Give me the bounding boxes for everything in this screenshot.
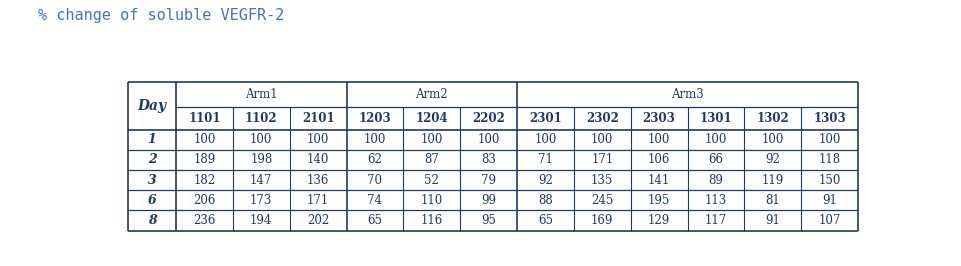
Text: % change of soluble VEGFR-2: % change of soluble VEGFR-2 (38, 8, 284, 23)
Text: 100: 100 (761, 133, 783, 146)
Text: 169: 169 (590, 214, 613, 227)
Text: Arm3: Arm3 (671, 88, 703, 101)
Text: 8: 8 (147, 214, 157, 227)
Text: 95: 95 (480, 214, 496, 227)
Text: 2202: 2202 (472, 112, 505, 125)
Text: 198: 198 (250, 153, 272, 167)
Text: 2: 2 (147, 153, 157, 167)
Text: 100: 100 (477, 133, 500, 146)
Text: 1102: 1102 (245, 112, 278, 125)
Text: 2301: 2301 (529, 112, 561, 125)
Text: 100: 100 (250, 133, 272, 146)
Text: 6: 6 (147, 194, 157, 207)
Text: 100: 100 (307, 133, 329, 146)
Text: 113: 113 (704, 194, 727, 207)
Text: 70: 70 (367, 174, 382, 187)
Text: 81: 81 (765, 194, 779, 207)
Text: 62: 62 (367, 153, 382, 167)
Text: 1: 1 (147, 133, 157, 146)
Text: 91: 91 (765, 214, 779, 227)
Text: 100: 100 (193, 133, 215, 146)
Text: 118: 118 (818, 153, 840, 167)
Text: 87: 87 (424, 153, 439, 167)
Text: 135: 135 (590, 174, 613, 187)
Text: 2101: 2101 (302, 112, 334, 125)
Text: 141: 141 (648, 174, 670, 187)
Text: 100: 100 (648, 133, 670, 146)
Text: 92: 92 (765, 153, 779, 167)
Text: 2303: 2303 (642, 112, 675, 125)
Text: 92: 92 (537, 174, 553, 187)
Text: 1301: 1301 (699, 112, 731, 125)
Text: 71: 71 (537, 153, 553, 167)
Text: 1101: 1101 (188, 112, 220, 125)
Text: Arm1: Arm1 (245, 88, 278, 101)
Text: 99: 99 (480, 194, 496, 207)
Text: 91: 91 (822, 194, 836, 207)
Text: 140: 140 (307, 153, 329, 167)
Text: 52: 52 (424, 174, 439, 187)
Text: 189: 189 (193, 153, 215, 167)
Text: 107: 107 (818, 214, 840, 227)
Text: 65: 65 (537, 214, 553, 227)
Text: 74: 74 (367, 194, 382, 207)
Text: 79: 79 (480, 174, 496, 187)
Text: 194: 194 (250, 214, 272, 227)
Text: 3: 3 (147, 174, 157, 187)
Text: 195: 195 (648, 194, 670, 207)
Text: 117: 117 (704, 214, 727, 227)
Text: 100: 100 (590, 133, 613, 146)
Text: Day: Day (137, 99, 166, 113)
Text: 66: 66 (707, 153, 723, 167)
Text: 173: 173 (250, 194, 272, 207)
Text: 116: 116 (420, 214, 442, 227)
Text: 202: 202 (307, 214, 329, 227)
Text: 171: 171 (307, 194, 329, 207)
Text: 1204: 1204 (415, 112, 448, 125)
Text: 2302: 2302 (585, 112, 618, 125)
Text: 182: 182 (193, 174, 215, 187)
Text: 171: 171 (591, 153, 613, 167)
Text: 110: 110 (420, 194, 442, 207)
Text: 147: 147 (250, 174, 272, 187)
Text: 100: 100 (818, 133, 840, 146)
Text: 245: 245 (590, 194, 613, 207)
Text: 1302: 1302 (755, 112, 788, 125)
Text: 65: 65 (367, 214, 382, 227)
Text: 100: 100 (420, 133, 442, 146)
Text: 1203: 1203 (358, 112, 391, 125)
Text: 129: 129 (648, 214, 670, 227)
Text: 136: 136 (307, 174, 329, 187)
Text: 1303: 1303 (812, 112, 845, 125)
Text: 83: 83 (480, 153, 496, 167)
Text: 150: 150 (818, 174, 840, 187)
Text: 236: 236 (193, 214, 215, 227)
Text: 100: 100 (704, 133, 727, 146)
Text: 100: 100 (363, 133, 385, 146)
Text: 206: 206 (193, 194, 215, 207)
Text: 89: 89 (708, 174, 723, 187)
Text: 88: 88 (537, 194, 553, 207)
Text: 100: 100 (533, 133, 556, 146)
Text: 106: 106 (648, 153, 670, 167)
Text: 119: 119 (761, 174, 783, 187)
Text: Arm2: Arm2 (415, 88, 448, 101)
